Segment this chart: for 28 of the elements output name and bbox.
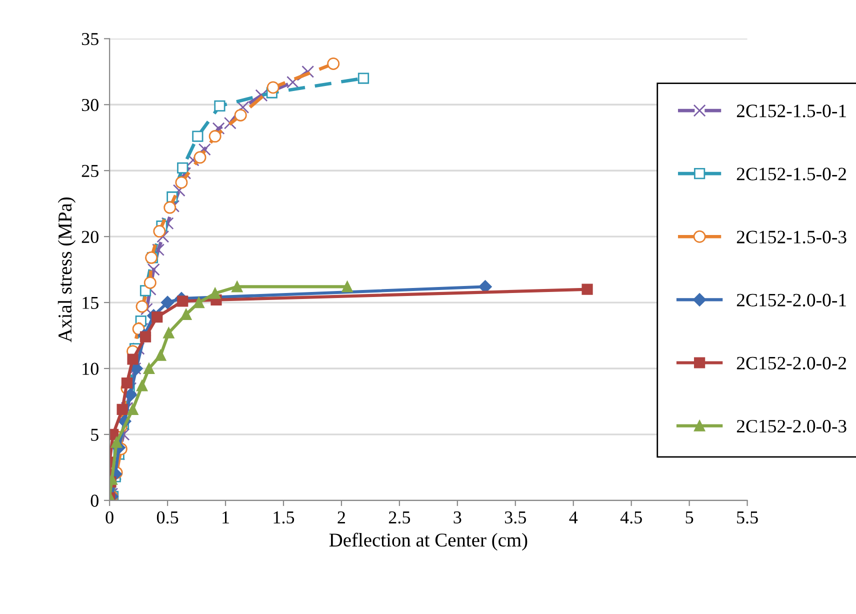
- y-tick-label: 35: [82, 32, 98, 46]
- y-tick-label: 0: [90, 494, 98, 507]
- x-tick-label: 4: [569, 511, 578, 524]
- y-tick-label: 25: [82, 164, 98, 178]
- x-tick-label: 3.5: [504, 511, 526, 524]
- legend-label: 2C152-1.5-0-3: [736, 230, 846, 244]
- y-tick-label: 30: [82, 98, 98, 112]
- y-tick-label: 20: [82, 230, 98, 244]
- x-tick-label: 1: [222, 511, 229, 524]
- x-tick-label: 0.5: [156, 511, 178, 524]
- legend-label: 2C152-2.0-0-2: [736, 356, 846, 370]
- x-tick-label: 3: [454, 511, 462, 524]
- x-tick-label: 1.5: [274, 511, 294, 524]
- x-tick-label: 2.5: [388, 511, 410, 524]
- legend-label: 2C152-2.0-0-3: [736, 420, 846, 433]
- y-tick-label: 5: [91, 428, 98, 441]
- x-tick-label: 4.5: [620, 511, 642, 524]
- x-tick-label: 2: [338, 511, 345, 524]
- x-tick-label: 5.5: [737, 512, 758, 524]
- legend-label: 2C152-2.0-0-1: [736, 294, 846, 307]
- x-tick-label: 5: [686, 512, 694, 524]
- y-tick-label: 15: [82, 296, 98, 309]
- y-tick-label: 10: [82, 362, 98, 375]
- legend-label: 2C152-1.5-0-2: [736, 168, 846, 180]
- y-axis-title: Axial stress (MPa): [58, 197, 76, 342]
- legend-label: 2C152-1.5-0-1: [736, 104, 846, 118]
- x-axis-title: Deflection at Center (cm): [329, 532, 528, 551]
- x-tick-label: 0: [106, 511, 114, 524]
